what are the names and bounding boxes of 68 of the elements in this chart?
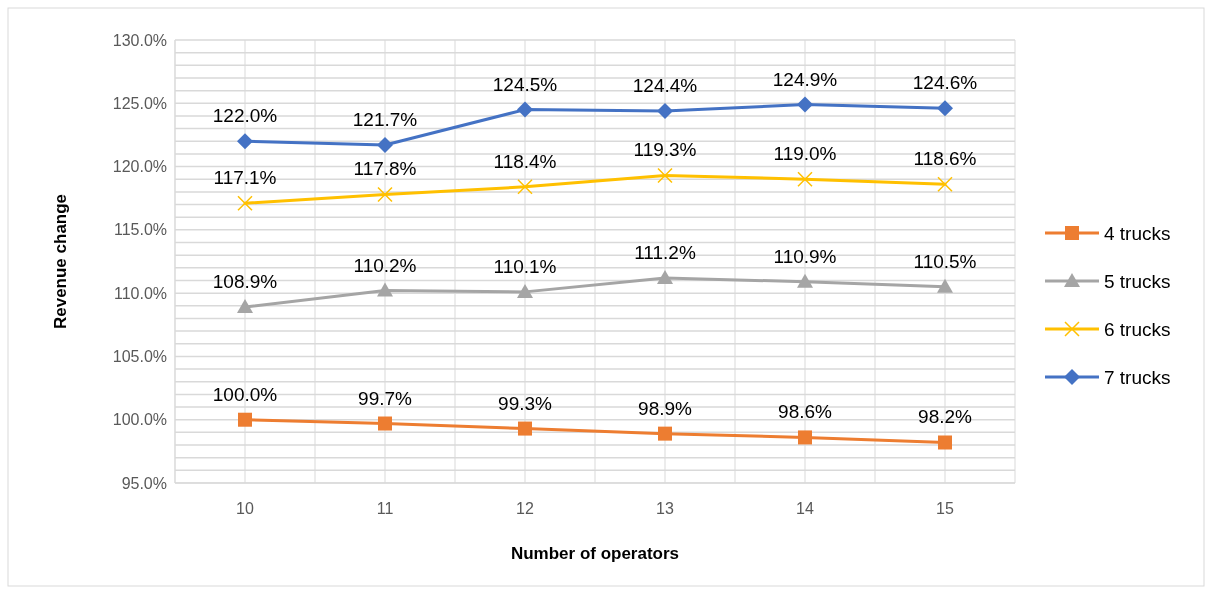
point [797, 171, 813, 187]
point [517, 283, 533, 298]
y-tick-label: 105.0% [112, 348, 167, 366]
data-label: 119.0% [773, 143, 837, 165]
data-label: 98.6% [778, 401, 833, 423]
point [237, 195, 253, 212]
data-label: 98.2% [918, 406, 973, 428]
data-label: 99.3% [498, 392, 553, 414]
point [938, 435, 952, 450]
point [657, 269, 673, 284]
point [377, 282, 393, 297]
y-tick-label: 115.0% [113, 221, 167, 239]
point [237, 133, 253, 150]
x-tick-label: 14 [796, 500, 814, 517]
point [797, 96, 813, 113]
x-axis-title: Number of operators [510, 544, 680, 563]
point [657, 167, 673, 184]
point [797, 273, 813, 288]
legend-label: 6 trucks [1104, 318, 1171, 340]
x-tick-label: 12 [516, 500, 534, 517]
legend-label: 4 trucks [1104, 222, 1171, 244]
point [518, 421, 532, 436]
point [657, 102, 673, 119]
data-label: 118.6% [913, 148, 977, 170]
data-label: 111.2% [634, 241, 696, 263]
y-tick-label: 120.0% [112, 158, 167, 176]
data-label: 99.7% [358, 387, 413, 409]
point [378, 416, 392, 431]
y-tick-label: 95.0% [121, 474, 167, 492]
data-label: 118.4% [493, 150, 557, 172]
data-label: 110.9% [773, 245, 837, 267]
data-label: 124.5% [492, 73, 558, 95]
legend-label: 7 trucks [1104, 366, 1171, 388]
data-label: 124.6% [912, 72, 978, 94]
y-tick-label: 100.0% [112, 411, 167, 429]
data-label: 110.1% [493, 255, 557, 277]
data-label: 121.7% [352, 109, 418, 131]
point [517, 101, 533, 118]
data-label: 110.5% [913, 250, 977, 272]
point [937, 278, 953, 293]
point [937, 100, 953, 117]
point [937, 176, 953, 193]
y-tick-label: 125.0% [112, 94, 167, 112]
data-label: 124.4% [632, 74, 698, 96]
point [798, 430, 812, 445]
point [658, 426, 672, 441]
point [377, 137, 393, 154]
x-tick-label: 15 [936, 500, 954, 517]
point [377, 186, 393, 203]
data-label: 108.9% [212, 271, 278, 293]
y-tick-label: 130.0% [112, 31, 167, 49]
point [237, 299, 253, 314]
data-label: 110.2% [353, 254, 417, 276]
data-label: 119.3% [633, 139, 697, 161]
data-label: 117.1% [213, 167, 277, 189]
legend-label: 5 trucks [1104, 270, 1171, 292]
data-label: 100.0% [212, 383, 278, 405]
x-tick-label: 11 [376, 500, 394, 517]
x-tick-label: 10 [236, 500, 254, 517]
x-tick-label: 13 [656, 500, 674, 517]
point [517, 179, 533, 195]
data-label: 124.9% [772, 68, 838, 90]
y-axis-title: Revenue change [51, 193, 70, 330]
y-tick-label: 110.0% [113, 284, 167, 302]
data-label: 117.8% [353, 158, 417, 180]
data-label: 98.9% [638, 397, 693, 419]
data-label: 122.0% [212, 105, 278, 127]
point [238, 412, 252, 427]
